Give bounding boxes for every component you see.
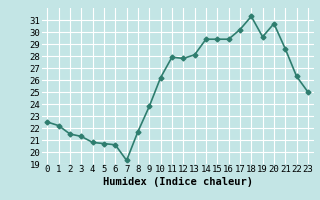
- X-axis label: Humidex (Indice chaleur): Humidex (Indice chaleur): [103, 177, 252, 187]
